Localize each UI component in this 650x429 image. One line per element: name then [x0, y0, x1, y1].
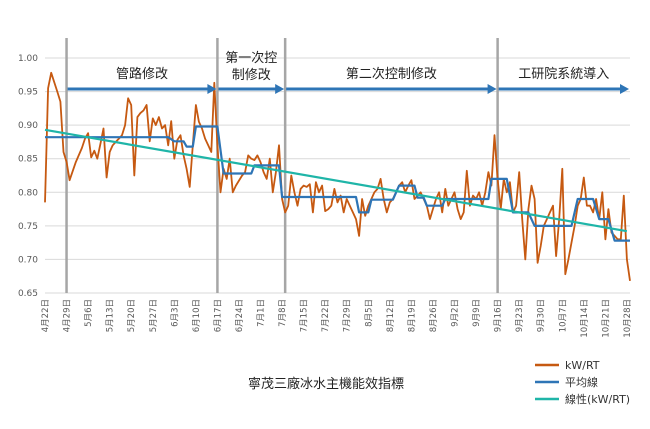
y-tick-label: 0.80	[18, 188, 38, 198]
phase-label: 第一次控制修改	[225, 50, 277, 83]
legend-label: kW/RT	[565, 359, 600, 372]
y-tick-label: 1.00	[18, 54, 38, 64]
x-tick-label: 8月26日	[429, 299, 439, 332]
series-kwrt-line	[44, 71, 631, 282]
x-tick-label: 9月2日	[451, 299, 461, 327]
legend-label: 線性(kW/RT)	[565, 392, 630, 406]
x-tick-label: 8月19日	[407, 299, 417, 332]
y-tick-label: 0.70	[18, 255, 38, 265]
x-axis-ticks: 4月22日 4月29日 5月6日 5月13日 5月20日 5月27日 6月3日 6月10日 6月…	[41, 299, 633, 338]
series-group	[44, 71, 631, 282]
phase-arrow-head	[275, 84, 285, 94]
series-average-line	[45, 125, 630, 242]
y-tick-label: 0.75	[18, 222, 38, 232]
x-tick-label: 9月9日	[472, 299, 482, 327]
x-tick-label: 6月24日	[235, 299, 245, 332]
chart-title: 寧茂三廠冰水主機能效指標	[248, 376, 404, 392]
x-tick-label: 6月10日	[192, 299, 202, 332]
x-tick-label: 7月29日	[343, 299, 353, 332]
x-tick-label: 5月27日	[149, 299, 159, 332]
x-tick-label: 10月21日	[601, 299, 611, 338]
x-tick-label: 9月23日	[515, 299, 525, 332]
phase-arrow-head	[207, 84, 217, 94]
x-tick-label: 9月16日	[494, 299, 504, 332]
phase-label: 第二次控制修改	[346, 66, 437, 82]
phase-arrow-head	[487, 84, 497, 94]
x-tick-label: 5月20日	[127, 299, 137, 332]
y-tick-label: 0.85	[18, 155, 38, 165]
x-tick-label: 9月30日	[537, 299, 547, 332]
phase-annotations: 管路修改 第一次控制修改 第二次控制修改 工研院系統導入	[67, 50, 629, 94]
x-tick-label: 10月28日	[623, 299, 633, 338]
phase-label: 工研院系統導入	[518, 67, 609, 82]
y-axis-ticks: 0.65 0.70 0.75 0.80 0.85 0.90 0.95 1.00	[18, 54, 38, 299]
x-tick-label: 7月8日	[278, 299, 288, 327]
series-trend-line	[44, 128, 628, 233]
x-tick-label: 4月29日	[63, 299, 73, 332]
x-tick-label: 8月5日	[364, 299, 374, 327]
x-tick-label: 6月3日	[170, 299, 180, 327]
x-tick-label: 5月6日	[84, 299, 94, 327]
x-tick-label: 7月1日	[257, 299, 267, 327]
y-tick-label: 0.95	[18, 88, 38, 98]
x-tick-label: 7月15日	[300, 299, 310, 332]
x-tick-label: 6月17日	[213, 299, 223, 332]
y-tick-label: 0.65	[18, 289, 38, 299]
x-tick-label: 7月22日	[321, 299, 331, 332]
phase-arrow-head	[620, 84, 629, 94]
x-tick-label: 8月12日	[386, 299, 396, 332]
x-tick-label: 5月13日	[106, 299, 116, 332]
gridlines	[45, 57, 630, 294]
x-tick-label: 10月14日	[580, 299, 590, 338]
x-tick-label: 10月7日	[558, 299, 568, 332]
phase-label: 管路修改	[116, 66, 168, 82]
legend-label: 平均線	[565, 375, 598, 389]
x-tick-label: 4月22日	[41, 299, 51, 332]
y-tick-label: 0.90	[18, 121, 38, 131]
